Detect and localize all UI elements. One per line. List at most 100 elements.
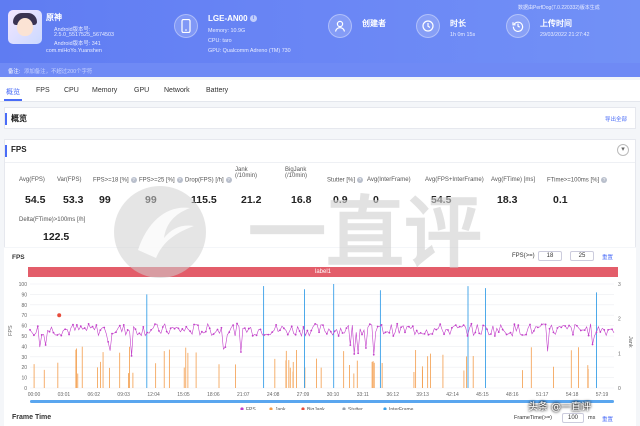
frametime-reset-link[interactable]: 重置 (602, 417, 614, 423)
fps-point (72, 323, 74, 326)
fps-point (607, 328, 610, 331)
label-bar[interactable]: label1 (28, 267, 618, 277)
fps-point (200, 330, 203, 333)
fps-point (337, 335, 340, 337)
history-icon (506, 14, 530, 38)
tab-cpu[interactable]: CPU (64, 87, 79, 94)
note-input[interactable]: 添加备注，不超过200个字符 (24, 69, 93, 75)
legend-label: InterFrame (389, 407, 414, 410)
fps-point (36, 325, 39, 328)
fps-point (583, 329, 586, 332)
section-marker (5, 113, 7, 125)
fps-point (134, 328, 137, 330)
divider (5, 162, 635, 163)
frametime-label: FrameTime(>=) (514, 415, 552, 421)
fps-point (161, 326, 164, 328)
tab-battery[interactable]: Battery (206, 87, 229, 94)
y-tick-label: 60 (21, 324, 27, 330)
stat-label: Stutter [%]? (327, 177, 364, 184)
fps-point (466, 335, 469, 337)
tab-overview[interactable]: 概览 (6, 89, 20, 96)
fps-point (450, 326, 453, 329)
help-icon[interactable]: ? (357, 177, 364, 183)
fps-point (95, 324, 98, 326)
stat-value: 0.1 (553, 194, 568, 206)
legend-label: FPS (246, 407, 256, 410)
fps-point (99, 329, 102, 332)
fps-point (216, 328, 219, 331)
stat-value: 0.9 (333, 194, 348, 206)
fps-point (447, 329, 449, 331)
tab-gpu[interactable]: GPU (134, 87, 150, 94)
fps-point (290, 325, 293, 328)
fps-point (525, 333, 528, 336)
fps-point (474, 331, 477, 334)
help-icon[interactable]: ? (225, 177, 232, 183)
info-icon[interactable]: i (249, 15, 257, 23)
fps-point (204, 330, 207, 333)
fps-point (490, 333, 492, 335)
frametime-threshold-input[interactable]: 100 (562, 413, 584, 423)
fps-point (603, 329, 606, 331)
frametime-unit: ms (588, 415, 596, 421)
stat-value: 16.8 (291, 194, 312, 206)
fps-point (513, 323, 516, 326)
tab-fps[interactable]: FPS (36, 87, 50, 94)
collapse-chevron-icon[interactable]: ▾ (617, 144, 629, 156)
report-header: 原神 Android版本号: 2.5.0_5517525_5674503 And… (0, 0, 640, 63)
overview-title: 概览 (11, 114, 27, 123)
x-tick-label: 12:04 (147, 392, 160, 398)
fps-point (458, 325, 461, 328)
fps-point (111, 332, 113, 335)
x-tick-label: 51:17 (536, 392, 549, 398)
fps-point (103, 326, 106, 329)
fps-point (294, 333, 297, 336)
fps-point (283, 327, 285, 330)
fps-point (126, 329, 129, 331)
help-icon[interactable]: ? (130, 177, 137, 183)
fps-point (208, 327, 211, 330)
fps-point (240, 351, 242, 353)
tab-network[interactable]: Network (164, 87, 190, 94)
stat-label: BigJank (/10min) (285, 167, 308, 179)
threshold-reset-link[interactable]: 重置 (602, 255, 614, 261)
fps-point (228, 331, 231, 334)
fps-point (130, 354, 133, 357)
fps-chart-label: FPS (12, 254, 25, 261)
x-tick-label: 42:14 (446, 392, 459, 398)
y-tick-label: 80 (21, 303, 27, 309)
x-tick-label: 33:11 (357, 392, 369, 398)
fps-point (220, 326, 223, 329)
fps-point (486, 328, 488, 331)
stat-value: 99 (99, 194, 111, 206)
fps-threshold-18-input[interactable]: 18 (538, 251, 562, 261)
fps-point (533, 329, 535, 332)
fps-point (587, 334, 590, 337)
fps-point (579, 329, 582, 332)
duration-value: 1h 0m 15s (450, 32, 476, 38)
export-all-link[interactable]: 导出全部 (604, 117, 627, 123)
app-version: 2.5.0_5517525_5674503 (54, 32, 114, 38)
fps-point (572, 333, 574, 336)
fps-point (384, 331, 387, 334)
fps-point (411, 325, 414, 328)
tab-memory[interactable]: Memory (92, 87, 118, 94)
toutiao-byline: 头条 @一直评 (528, 402, 592, 413)
fps-point (408, 325, 410, 328)
fps-point (52, 331, 55, 334)
fps-point (548, 327, 551, 330)
help-icon[interactable]: ? (176, 177, 183, 183)
stat-value: 99 (145, 194, 157, 206)
fps-threshold-25-input[interactable]: 25 (570, 251, 594, 261)
active-tab-indicator (4, 99, 22, 101)
fps-chart-panel: FPS FPS(>=) 18 25 重置 label1 0 10 20 30 40 50 6… (4, 248, 636, 426)
fps-point (158, 329, 160, 332)
fps-point (255, 334, 258, 337)
y2-axis-label: Jank (627, 336, 633, 348)
stat-label: Avg(FPS) (19, 177, 45, 183)
tab-bar: 概览 FPS CPU Memory GPU Network Battery (0, 80, 640, 102)
help-icon[interactable]: ? (601, 177, 608, 183)
fps-point (423, 333, 426, 335)
fps-point (142, 326, 145, 328)
fps-point (443, 333, 445, 336)
